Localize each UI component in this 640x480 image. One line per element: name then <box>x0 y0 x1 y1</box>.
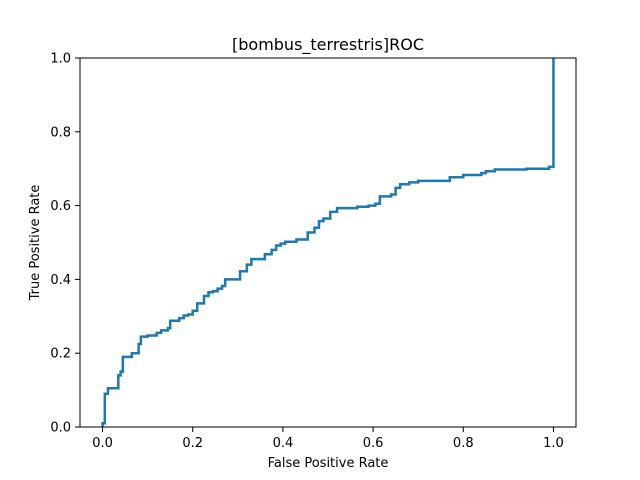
x-tick-label: 0.2 <box>182 436 203 451</box>
chart-title: [bombus_terrestris]ROC <box>232 35 424 55</box>
x-tick-label: 0.8 <box>453 436 474 451</box>
y-tick-label: 0.4 <box>50 273 71 288</box>
y-tick-label: 0.6 <box>50 199 71 214</box>
x-tick-label: 1.0 <box>543 436 564 451</box>
x-tick-label: 0.0 <box>92 436 113 451</box>
x-tick-label: 0.4 <box>273 436 294 451</box>
y-tick-label: 0.0 <box>50 421 71 436</box>
plot-frame <box>79 57 577 428</box>
roc-curve-series <box>101 58 555 427</box>
axis-ticks: 0.0 0.2 0.4 0.6 0.8 1.0 0.0 0.2 0.4 0.6 0.8 1.0 <box>50 52 563 452</box>
y-tick-label: 0.2 <box>50 347 71 362</box>
x-axis-label: False Positive Rate <box>268 456 389 471</box>
x-tick-label: 0.6 <box>363 436 384 451</box>
y-tick-label: 1.0 <box>50 52 71 67</box>
y-axis-label: True Positive Rate <box>28 185 43 302</box>
y-tick-label: 0.8 <box>50 125 71 140</box>
